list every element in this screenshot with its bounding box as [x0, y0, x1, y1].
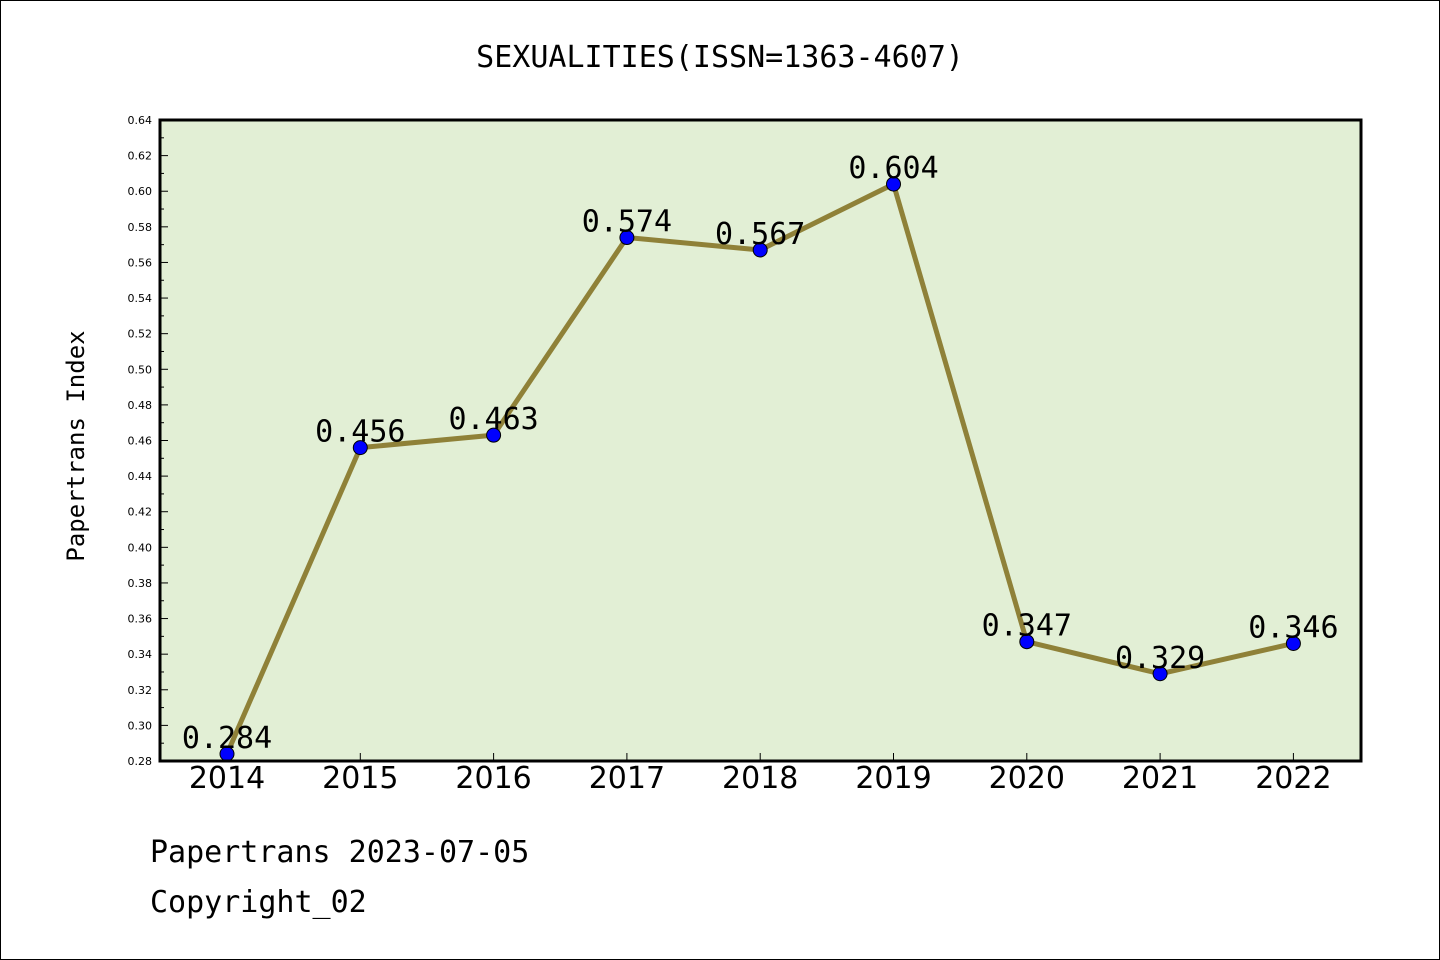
data-point	[486, 427, 502, 443]
data-point	[886, 176, 901, 192]
y-tick-label: 0.42	[128, 506, 153, 519]
y-tick-label: 0.64	[128, 114, 153, 127]
data-label: 0.456	[315, 415, 405, 450]
x-tick-label: 2017	[589, 761, 665, 796]
data-point	[352, 440, 368, 456]
y-tick-label: 0.48	[128, 399, 153, 412]
x-tick-label: 2016	[455, 761, 531, 796]
data-label: 0.347	[982, 609, 1072, 644]
data-label: 0.463	[448, 402, 538, 437]
data-label: 0.284	[182, 721, 272, 756]
y-tick-label: 0.34	[128, 648, 153, 661]
x-tick-label: 2022	[1255, 761, 1331, 796]
x-tick-label: 2021	[1122, 761, 1198, 796]
footer-date: Papertrans 2023-07-05	[150, 835, 530, 870]
chart-title: SEXUALITIES(ISSN=1363-4607)	[476, 40, 964, 75]
x-tick-label: 2014	[189, 761, 265, 796]
footer-copyright: Copyright_02	[150, 885, 367, 920]
x-tick-label: 2015	[322, 761, 398, 796]
data-point	[1152, 666, 1168, 682]
x-axis: 2014 2015 2016 2017 2018 2019 2020 2021 2022	[189, 753, 1332, 796]
y-tick-label: 0.44	[128, 470, 153, 483]
data-label: 0.574	[582, 205, 672, 240]
y-tick-label: 0.38	[128, 577, 153, 590]
data-points	[219, 176, 1301, 762]
y-tick-label: 0.60	[128, 185, 153, 198]
y-tick-label: 0.62	[128, 150, 153, 163]
y-axis-label: Papertrans Index	[62, 330, 90, 561]
x-tick-label: 2018	[722, 761, 798, 796]
data-point	[1285, 635, 1301, 651]
data-label: 0.567	[715, 217, 805, 252]
y-tick-label: 0.32	[128, 684, 153, 697]
x-tick-label: 2020	[989, 761, 1065, 796]
y-tick-label: 0.50	[128, 363, 153, 376]
y-tick-label: 0.40	[128, 541, 153, 554]
data-point	[752, 242, 768, 258]
plot-border	[158, 118, 1363, 763]
y-tick-label: 0.56	[128, 256, 153, 269]
y-tick-label: 0.30	[128, 719, 153, 732]
y-tick-label: 0.54	[128, 292, 153, 305]
y-tick-label: 0.36	[128, 613, 153, 626]
x-tick-label: 2019	[855, 761, 931, 796]
data-labels: 0.284 0.456 0.463 0.574 0.567 0.604 0.347 0.329…	[182, 151, 1339, 756]
y-tick-label: 0.52	[128, 328, 153, 341]
data-label: 0.346	[1248, 610, 1338, 645]
data-label: 0.329	[1115, 641, 1205, 676]
y-tick-label: 0.46	[128, 435, 153, 448]
data-point	[1019, 634, 1035, 650]
data-point	[619, 230, 635, 246]
y-tick-label: 0.28	[128, 755, 153, 768]
data-label: 0.604	[848, 151, 938, 186]
y-tick-label: 0.58	[128, 221, 153, 234]
